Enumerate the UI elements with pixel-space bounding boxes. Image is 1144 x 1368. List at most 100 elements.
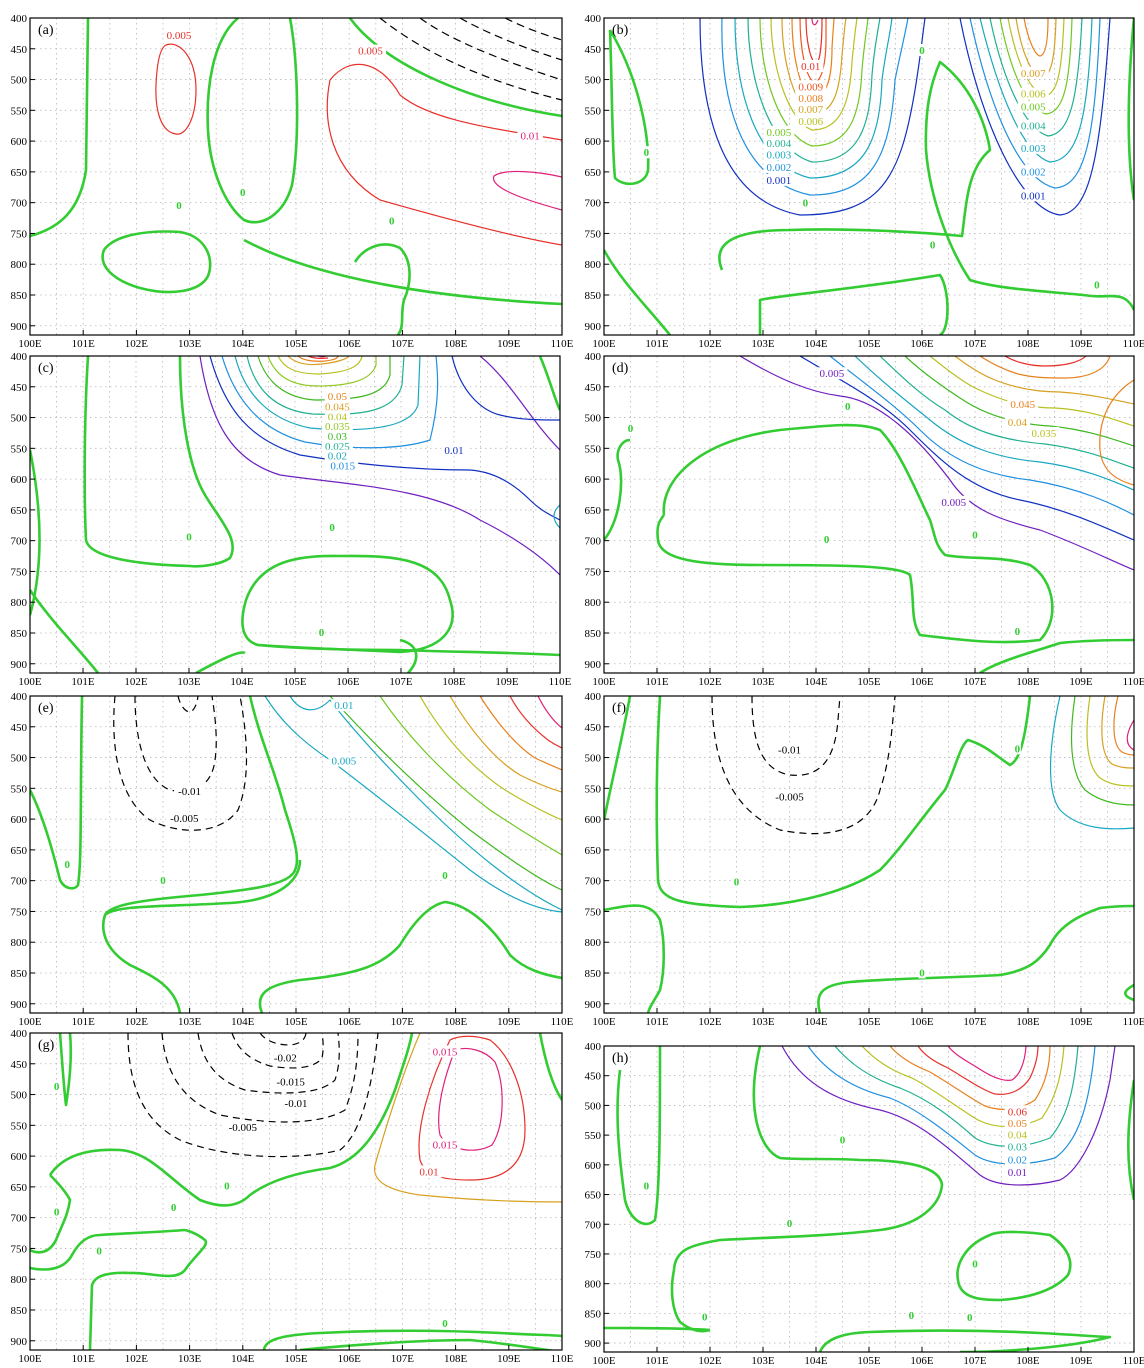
x-tick-label: 105E	[857, 338, 881, 350]
y-tick-label: 600	[585, 136, 602, 148]
y-axis: 400 450 500 550 600 650 700 750 800 850 900	[585, 351, 609, 671]
contour-label: 0	[1015, 743, 1021, 755]
contour-label: 0.02	[1008, 1154, 1027, 1166]
contour-line	[262, 1329, 562, 1350]
contour-label-bg	[844, 399, 852, 412]
contour-label-bg	[321, 400, 353, 413]
contour-label-bg	[971, 1257, 979, 1270]
y-tick-label: 800	[585, 937, 602, 949]
x-tick-label: 104E	[804, 1016, 828, 1028]
y-tick-label: 650	[585, 167, 602, 179]
contour-line	[604, 904, 666, 1013]
contour-line	[241, 554, 454, 654]
contour-label: -0.01	[178, 786, 201, 798]
contour-line	[257, 643, 560, 657]
contour-label-bg	[239, 186, 247, 199]
x-tick-label: 100E	[18, 338, 42, 350]
x-tick-label: 100E	[18, 676, 42, 688]
y-tick-label: 600	[11, 814, 28, 826]
contour-line	[655, 696, 1032, 909]
y-tick-label: 850	[11, 968, 28, 980]
y-tick-label: 550	[585, 105, 602, 117]
contour-label-bg	[929, 238, 937, 251]
x-tick-label: 107E	[391, 1016, 415, 1028]
contour-label-bg	[170, 1201, 178, 1214]
contour-line	[419, 696, 562, 821]
contour-line	[246, 356, 405, 415]
contour-label: 0.005	[332, 756, 357, 768]
contour-line	[257, 356, 391, 401]
x-tick-label: 102E	[698, 1355, 722, 1367]
contour-line	[155, 43, 197, 135]
x-tick-label: 105E	[283, 676, 307, 688]
y-tick-label: 850	[11, 290, 28, 302]
contour-label-bg	[971, 528, 979, 541]
contour-label: 0	[919, 45, 925, 57]
contour-label: 0.03	[1008, 1141, 1028, 1153]
y-tick-label: 750	[585, 906, 602, 918]
contour-line	[177, 696, 199, 713]
contour-label-bg	[918, 966, 926, 979]
contour-label-bg	[1004, 1128, 1031, 1141]
contour-line	[537, 696, 562, 729]
contour-label: 0.007	[1021, 68, 1046, 80]
contour-label-bg	[327, 459, 359, 472]
y-tick-label: 650	[585, 845, 602, 857]
contour-label-bg	[763, 125, 795, 138]
contour-label-bg	[328, 754, 360, 767]
contour-label: 0.01	[334, 700, 353, 712]
panel-label: (b)	[612, 23, 629, 38]
contour-label: 0	[186, 531, 192, 543]
x-tick-label: 101E	[645, 1355, 669, 1367]
contour-label-bg	[795, 80, 827, 93]
contour-label-bg	[798, 60, 824, 73]
contour-label: 0	[967, 1312, 973, 1324]
x-tick-label: 106E	[910, 1355, 934, 1367]
contour-label: 0.04	[1008, 417, 1028, 429]
y-tick-label: 800	[11, 597, 28, 609]
contour-label-bg	[1093, 278, 1101, 291]
plot-frame	[29, 355, 561, 674]
contour-line	[538, 356, 560, 411]
contour-line	[608, 29, 650, 186]
y-tick-label: 850	[11, 628, 28, 640]
contour-line	[83, 356, 234, 568]
x-tick-label: 110E	[1123, 676, 1144, 688]
contour-label: 0	[824, 534, 830, 546]
contour-line	[1124, 983, 1134, 1002]
y-tick-label: 400	[11, 1028, 28, 1040]
contour-line	[134, 696, 217, 792]
contour-label-bg	[816, 367, 848, 380]
contour-line	[418, 1035, 526, 1181]
panel-3: 0.050.0450.040.0350.030.0250.020.0150.01…	[11, 351, 572, 688]
contour-label: 0	[329, 522, 335, 534]
contour-label: 0.005	[767, 127, 792, 139]
x-tick-label: 110E	[1123, 338, 1144, 350]
y-axis: 400 450 500 550 600 650 700 750 800 850 900	[585, 1041, 609, 1350]
contour-line	[781, 18, 847, 115]
contour-label-bg	[786, 1217, 793, 1230]
y-tick-label: 600	[11, 474, 28, 486]
contour-line	[88, 1228, 208, 1350]
contour-label-bg	[429, 1138, 461, 1151]
x-tick-label: 108E	[442, 676, 466, 688]
contour-label-bg	[53, 1205, 61, 1218]
y-tick-label: 700	[11, 1213, 28, 1225]
contour-line	[161, 1033, 359, 1123]
contour-label: 0.01	[1008, 1167, 1027, 1179]
y-tick-label: 400	[11, 13, 28, 25]
contour-line	[861, 1046, 1065, 1128]
x-tick-label: 101E	[72, 338, 96, 350]
contour-label: 0.06	[1008, 1106, 1028, 1118]
y-tick-label: 850	[11, 1305, 28, 1317]
contour-line	[718, 60, 1134, 311]
y-tick-label: 450	[11, 1059, 28, 1071]
contour-label-bg	[163, 29, 195, 42]
contour-label: 0.002	[767, 162, 792, 174]
contour-line	[699, 18, 926, 216]
y-tick-label: 400	[585, 351, 602, 363]
contour-label-bg	[1017, 66, 1049, 79]
contour-line	[326, 79, 562, 246]
y-tick-label: 650	[11, 845, 28, 857]
